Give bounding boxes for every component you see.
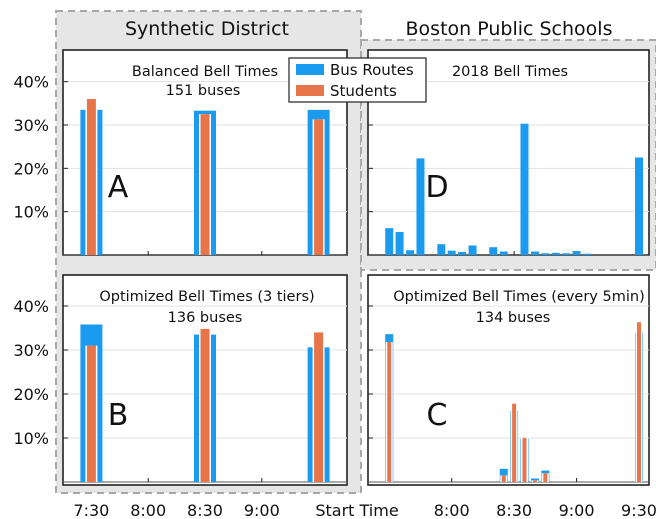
- legend-label-bus-routes: Bus Routes: [330, 61, 414, 79]
- x-tick-label: 7:30: [73, 501, 109, 519]
- synthetic-district-header: Synthetic District: [125, 18, 289, 40]
- panel-title-a: Balanced Bell Times: [132, 64, 278, 80]
- panel-title-b: Optimized Bell Times (3 tiers): [99, 289, 314, 305]
- y-tick-label: 10%: [13, 429, 49, 448]
- x-tick-label: 8:30: [496, 501, 532, 519]
- bar-bus-routes-d-11: [530, 251, 539, 255]
- y-tick-label: 40%: [13, 297, 49, 316]
- legend-label-students: Students: [330, 82, 397, 100]
- bar-students-c-3: [522, 438, 527, 482]
- bar-students-b-0: [86, 345, 96, 482]
- bar-bus-routes-d-13: [551, 252, 560, 255]
- bar-bus-routes-d-4: [437, 244, 446, 255]
- bar-bus-routes-d-1: [395, 232, 404, 255]
- bar-bus-routes-d-0: [385, 228, 394, 255]
- x-axis-label: Start Time: [315, 501, 398, 519]
- bar-students-c-0: [387, 342, 392, 482]
- bar-bus-routes-d-9: [499, 251, 508, 255]
- bar-bus-routes-d-2: [406, 250, 415, 255]
- bar-students-c-4: [532, 480, 537, 482]
- bar-students-a-0: [86, 99, 96, 255]
- legend-swatch-students: [296, 85, 324, 96]
- bar-bus-routes-d-15: [572, 251, 581, 255]
- x-tick-labels-left: 7:30 8:00 8:30 9:00: [73, 501, 279, 519]
- bar-students-a-1: [200, 114, 210, 256]
- panel-b: Optimized Bell Times (3 tiers) 136 buses B: [62, 274, 348, 486]
- y-tick-label: 30%: [13, 116, 49, 135]
- bar-students-c-1: [501, 475, 506, 482]
- panel-letter-b: B: [108, 398, 129, 433]
- x-tick-label: 9:00: [244, 501, 280, 519]
- panel-title-c: Optimized Bell Times (every 5min): [393, 289, 644, 305]
- bar-students-b-1: [200, 328, 210, 482]
- bar-students-b-2: [314, 332, 324, 482]
- y-tick-label: 20%: [13, 159, 49, 178]
- bar-bus-routes-d-5: [447, 250, 456, 255]
- panel-d: 2018 Bell Times D: [367, 49, 650, 256]
- boston-public-schools-header: Boston Public Schools: [406, 18, 613, 40]
- bar-bus-routes-d-7: [468, 245, 477, 255]
- panel-c: Optimized Bell Times (every 5min) 134 bus…: [367, 274, 650, 486]
- y-tick-labels: 40% 30% 20% 10% 40% 30% 20% 10%: [13, 73, 49, 448]
- bar-bus-routes-d-16: [582, 253, 591, 255]
- panel-subtitle-b: 136 buses: [168, 310, 243, 326]
- bar-bus-routes-d-12: [541, 253, 550, 255]
- x-tick-label: 8:30: [187, 501, 223, 519]
- x-tick-label: 8:00: [130, 501, 166, 519]
- x-tick-label: 9:30: [621, 501, 656, 519]
- legend-swatch-bus-routes: [296, 64, 324, 75]
- bar-bus-routes-d-8: [489, 247, 498, 255]
- y-tick-label: 20%: [13, 385, 49, 404]
- bar-students-c-5: [543, 473, 548, 482]
- x-tick-labels-right: 8:00 8:30 9:00 9:30: [434, 501, 656, 519]
- panel-title-d: 2018 Bell Times: [452, 64, 568, 80]
- bar-bus-routes-d-14: [562, 253, 571, 255]
- bar-students-a-2: [314, 119, 324, 255]
- x-tick-label: 8:00: [434, 501, 470, 519]
- panel-subtitle-a: 151 buses: [166, 83, 241, 99]
- bar-bus-routes-d-3: [416, 158, 425, 255]
- bar-bus-routes-d-6: [458, 251, 467, 255]
- panel-letter-a: A: [108, 170, 129, 205]
- bar-students-c-6: [637, 322, 642, 482]
- bar-bus-routes-d-17: [635, 157, 644, 255]
- panel-frame-c: [367, 274, 650, 486]
- panel-letter-c: C: [427, 398, 448, 433]
- y-tick-label: 10%: [13, 203, 49, 222]
- panel-subtitle-c: 134 buses: [476, 310, 551, 326]
- bar-bus-routes-d-10: [520, 123, 529, 255]
- bar-students-c-2: [512, 403, 517, 482]
- panel-letter-d: D: [425, 170, 448, 205]
- x-tick-label: 9:00: [559, 501, 595, 519]
- legend: Bus Routes Students: [288, 57, 427, 103]
- y-tick-label: 40%: [13, 73, 49, 92]
- y-tick-label: 30%: [13, 341, 49, 360]
